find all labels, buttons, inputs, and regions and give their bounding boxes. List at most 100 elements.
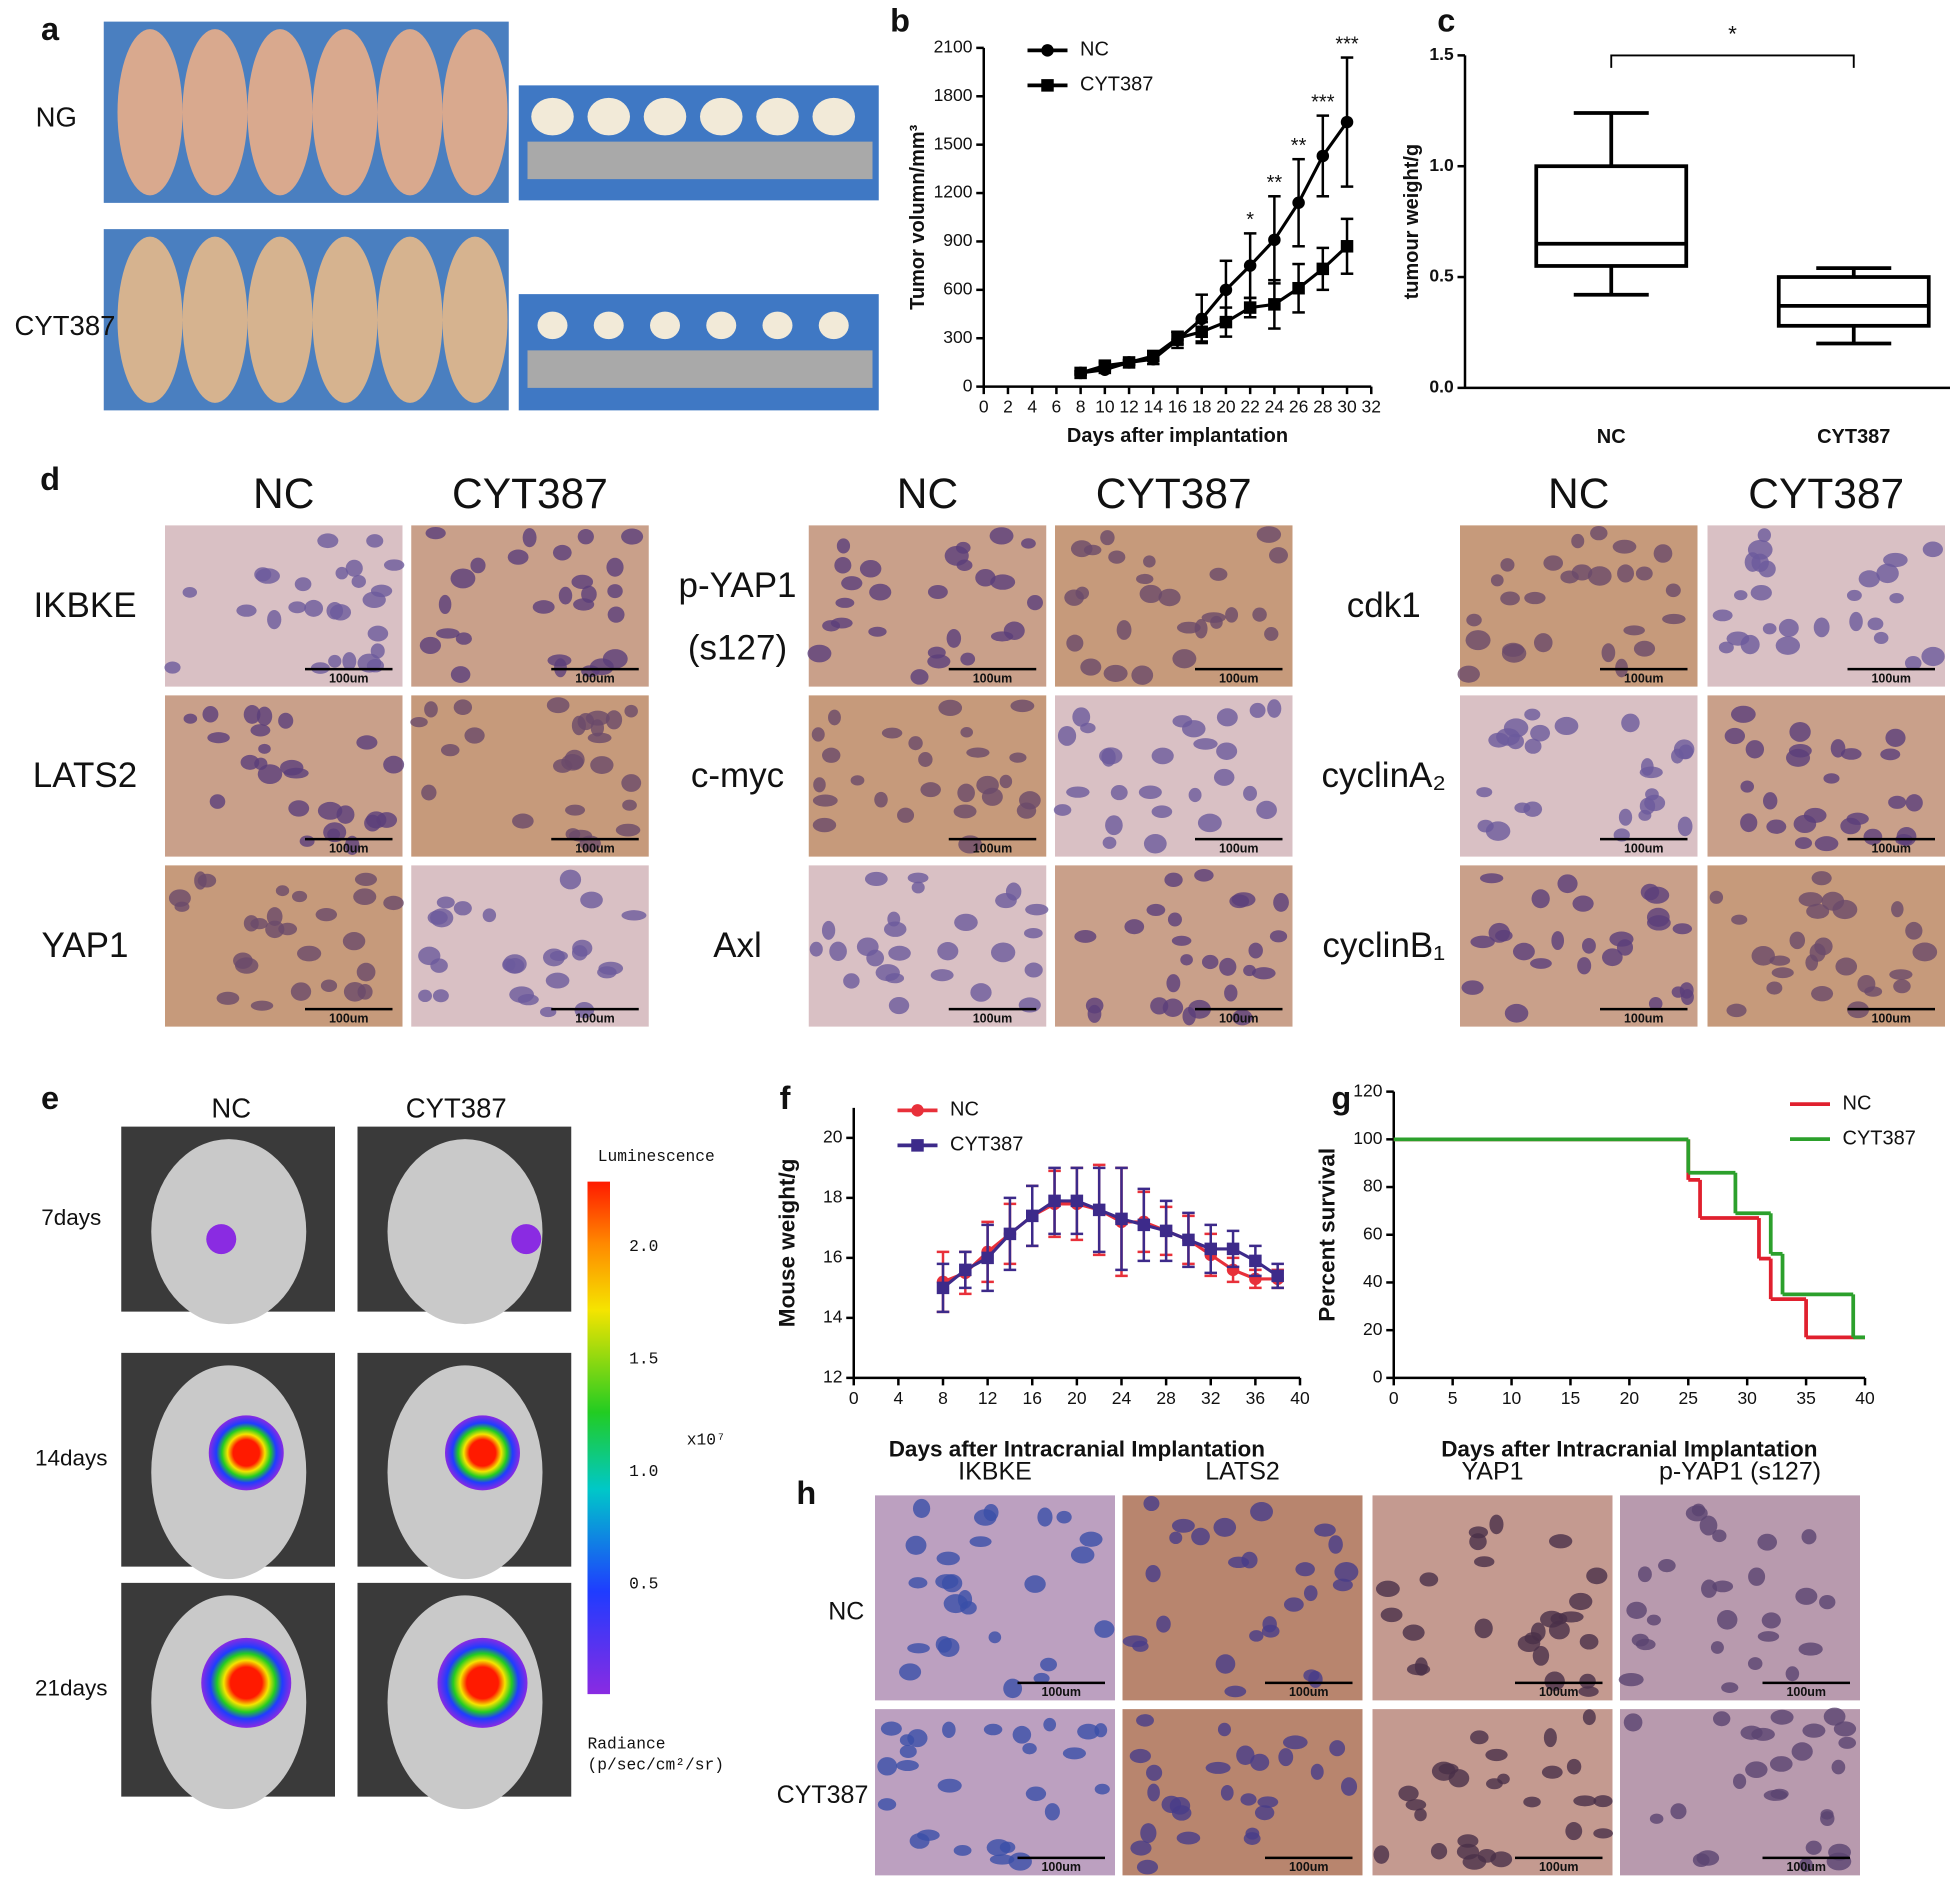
scale-bar-label: 100um (1871, 671, 1911, 685)
row-label: CYT387 (777, 1781, 869, 1809)
nucleus (1257, 1796, 1279, 1808)
nucleus (1193, 738, 1218, 750)
significance-label: * (1728, 21, 1737, 46)
nucleus (1569, 1592, 1593, 1611)
y-tick-label: 1200 (934, 182, 973, 202)
nucleus (364, 814, 381, 832)
nucleus (357, 984, 373, 1000)
nucleus (1053, 804, 1072, 816)
nucleus (342, 652, 357, 671)
nucleus (1248, 942, 1263, 959)
marker (1171, 331, 1184, 345)
tumor (812, 97, 855, 136)
nucleus (1182, 720, 1206, 738)
marker (1271, 1269, 1284, 1283)
nucleus (1701, 1579, 1718, 1598)
nucleus (455, 632, 472, 645)
nucleus (1582, 1709, 1596, 1726)
nucleus (288, 800, 310, 817)
nucleus (1544, 1671, 1565, 1691)
micrograph (1122, 1709, 1363, 1876)
nucleus (938, 699, 963, 716)
nucleus (552, 758, 573, 773)
y-tick-label: 120 (1353, 1080, 1382, 1100)
nucleus (1197, 813, 1222, 833)
nucleus (1786, 748, 1811, 767)
nucleus (1543, 555, 1564, 571)
y-tick-label: 12 (823, 1367, 842, 1387)
nucleus (182, 586, 198, 598)
nucleus (1876, 563, 1899, 584)
nucleus (1147, 1783, 1160, 1802)
marker (1048, 1194, 1061, 1208)
nucleus (843, 973, 860, 989)
nucleus (257, 764, 283, 784)
y-tick-label: 1.0 (1429, 155, 1454, 175)
nucleus (836, 538, 851, 554)
y-tick-label: 60 (1363, 1223, 1383, 1243)
nucleus (1762, 792, 1778, 810)
nucleus (1617, 564, 1635, 583)
marker (1340, 240, 1354, 253)
nucleus (1024, 928, 1043, 939)
nucleus (240, 754, 260, 770)
row-label: cyclinB₁ (1322, 926, 1445, 965)
nucleus (841, 576, 863, 591)
nucleus (1832, 899, 1858, 920)
panel-label: h (796, 1475, 816, 1511)
row-label: cyclinA₂ (1322, 756, 1446, 795)
nucleus (507, 549, 529, 565)
nucleus (440, 743, 460, 757)
nucleus (351, 574, 366, 588)
nucleus (1256, 800, 1277, 820)
column-header: NC (211, 1093, 251, 1124)
nucleus (1194, 868, 1214, 882)
nucleus (999, 774, 1013, 789)
nucleus (866, 949, 885, 967)
marker (1195, 325, 1208, 339)
nucleus (1103, 664, 1128, 682)
nucleus (1648, 997, 1663, 1011)
nucleus (1775, 636, 1801, 655)
nucleus (1761, 1612, 1781, 1629)
scale-bar-label: 100um (1539, 1685, 1579, 1699)
nucleus (1621, 713, 1640, 733)
nucleus (254, 567, 272, 582)
nucleus (356, 735, 378, 750)
nucleus (1136, 1859, 1159, 1875)
nucleus (450, 568, 476, 589)
nucleus (370, 584, 393, 598)
nucleus (1314, 1523, 1336, 1537)
colorbar-tick-label: 1.5 (629, 1349, 658, 1368)
nucleus (1043, 1717, 1057, 1732)
nucleus (1405, 1799, 1427, 1811)
nucleus (1590, 526, 1608, 541)
nucleus (1530, 724, 1551, 742)
row-label: IKBKE (33, 586, 136, 625)
nucleus (954, 913, 978, 932)
x-tick-label: 16 (1168, 397, 1187, 417)
nucleus (1530, 1622, 1546, 1641)
nucleus (1626, 1601, 1647, 1619)
nucleus (917, 1829, 940, 1841)
nucleus (1232, 1009, 1253, 1026)
x-tick-label: 25 (1679, 1388, 1698, 1408)
mouse (377, 236, 443, 403)
nucleus (1461, 980, 1484, 995)
nucleus (1010, 699, 1035, 713)
nucleus (419, 636, 442, 654)
nucleus (1757, 528, 1771, 543)
scale-bar-label: 100um (1041, 1685, 1081, 1699)
nucleus (1485, 821, 1511, 841)
micrograph (808, 695, 1047, 857)
nucleus (1136, 1714, 1154, 1727)
nucleus (907, 1729, 928, 1748)
nucleus (1712, 609, 1733, 622)
marker (1226, 1242, 1240, 1256)
mouse (377, 29, 443, 196)
nucleus (436, 628, 460, 639)
nucleus (976, 775, 999, 795)
column-header: NC (897, 471, 958, 518)
row-label: p-YAP1 (678, 566, 796, 605)
nucleus (183, 713, 198, 724)
